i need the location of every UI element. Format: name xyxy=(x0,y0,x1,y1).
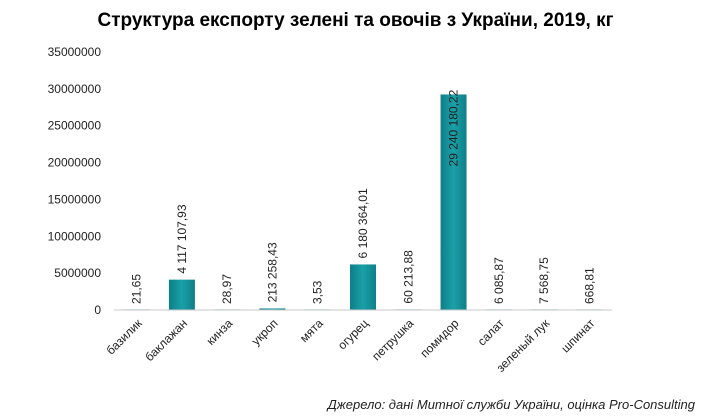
category-label: кинза xyxy=(204,316,236,348)
data-label: 4 117 107,93 xyxy=(175,204,189,274)
data-label: 21,65 xyxy=(130,274,144,304)
category-label: мята xyxy=(297,316,326,345)
category-label: базилик xyxy=(104,316,146,358)
y-tick-label: 15000000 xyxy=(48,192,102,206)
bars: 21,65 4 117 107,93 28,97 213 258,43 3,53 6 18… xyxy=(123,89,603,310)
bar xyxy=(440,94,467,310)
y-tick-label: 0 xyxy=(94,303,101,317)
category-label: салат xyxy=(475,316,508,349)
y-tick-label: 25000000 xyxy=(48,119,102,133)
bar xyxy=(350,264,376,310)
category-label: шпинат xyxy=(558,316,598,356)
category-label: петрушка xyxy=(369,316,416,363)
y-tick-label: 20000000 xyxy=(48,156,102,170)
category-label: укроп xyxy=(249,316,281,348)
data-label: 3,53 xyxy=(311,280,325,304)
data-label: 213 258,43 xyxy=(265,242,279,302)
data-label: 28,97 xyxy=(220,274,234,304)
category-label: баклажан xyxy=(142,316,190,364)
y-tick-label: 35000000 xyxy=(48,45,102,59)
category-label: огурец xyxy=(335,316,371,352)
data-label: 60 213,88 xyxy=(401,250,415,304)
data-label: 668,81 xyxy=(582,267,596,304)
data-label: 7 568,75 xyxy=(537,257,551,304)
category-label: помидор xyxy=(417,316,461,360)
data-label: 6 180 364,01 xyxy=(356,188,370,258)
data-label: 6 085,87 xyxy=(492,257,506,304)
bar xyxy=(259,308,286,310)
source-note: Джерело: дані Митної служби України, оці… xyxy=(327,397,695,412)
data-label: 29 240 180,22 xyxy=(447,89,461,166)
y-tick-label: 10000000 xyxy=(48,229,102,243)
y-axis: 0 5000000 10000000 15000000 20000000 25000000… xyxy=(48,45,102,317)
y-tick-label: 5000000 xyxy=(54,266,101,280)
chart-title: Структура експорту зелені та овочів з Ук… xyxy=(97,10,614,31)
bar xyxy=(168,279,195,310)
y-tick-label: 30000000 xyxy=(48,82,102,96)
